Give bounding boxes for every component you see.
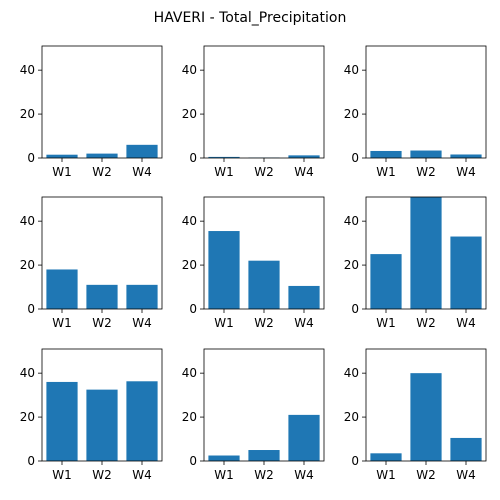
bar bbox=[450, 154, 482, 158]
bar bbox=[288, 155, 320, 158]
panel-1: 0 20 40 W1 W2 W4 bbox=[20, 45, 163, 179]
bar bbox=[248, 450, 280, 461]
x-tick-label: W1 bbox=[52, 316, 72, 330]
bar bbox=[126, 381, 158, 461]
chart-title: HAVERI - Total_Precipitation bbox=[154, 10, 347, 26]
bar bbox=[370, 453, 402, 461]
bar bbox=[46, 154, 78, 158]
bar bbox=[450, 236, 482, 309]
x-tick-label: W1 bbox=[214, 165, 234, 179]
y-tick-label: 40 bbox=[344, 366, 359, 380]
y-tick-label: 20 bbox=[182, 107, 197, 121]
panel-5: 0 20 40 W1 W2 W4 bbox=[182, 196, 325, 330]
y-tick-label: 20 bbox=[344, 410, 359, 424]
bar bbox=[86, 153, 118, 158]
x-tick-label: W4 bbox=[294, 165, 314, 179]
panel-grid: 0 20 40 W1 W2 W4 0 20 40 W1 W2 W4 0 20 40 W1 W2 W4 0 20 40 W1… bbox=[20, 45, 487, 482]
y-tick-label: 0 bbox=[351, 151, 359, 165]
x-tick-label: W2 bbox=[92, 316, 112, 330]
bar bbox=[288, 414, 320, 461]
bar bbox=[46, 269, 78, 309]
y-tick-label: 0 bbox=[189, 454, 197, 468]
x-tick-label: W1 bbox=[376, 468, 396, 482]
x-tick-label: W2 bbox=[92, 165, 112, 179]
y-tick-label: 0 bbox=[27, 151, 35, 165]
y-tick-label: 0 bbox=[351, 302, 359, 316]
y-tick-label: 40 bbox=[182, 63, 197, 77]
panel-4: 0 20 40 W1 W2 W4 bbox=[20, 196, 163, 330]
x-tick-label: W4 bbox=[456, 316, 476, 330]
y-tick-label: 40 bbox=[182, 366, 197, 380]
y-tick-label: 0 bbox=[351, 454, 359, 468]
panel-6: 0 20 40 W1 W2 W4 bbox=[344, 196, 487, 330]
panel-2: 0 20 40 W1 W2 W4 bbox=[182, 45, 325, 179]
panel-8: 0 20 40 W1 W2 W4 bbox=[182, 348, 325, 482]
bar bbox=[208, 455, 240, 461]
y-tick-label: 20 bbox=[20, 258, 35, 272]
y-tick-label: 20 bbox=[20, 410, 35, 424]
x-tick-label: W1 bbox=[376, 316, 396, 330]
x-tick-label: W2 bbox=[254, 468, 274, 482]
panel-7: 0 20 40 W1 W2 W4 bbox=[20, 348, 163, 482]
bar bbox=[208, 231, 240, 309]
bar bbox=[410, 197, 442, 309]
y-tick-label: 20 bbox=[182, 258, 197, 272]
y-tick-label: 40 bbox=[20, 366, 35, 380]
panel-frame bbox=[365, 45, 487, 159]
x-tick-label: W1 bbox=[214, 316, 234, 330]
bar bbox=[86, 389, 118, 461]
y-tick-label: 20 bbox=[344, 107, 359, 121]
panel-frame bbox=[41, 45, 163, 159]
y-tick-label: 20 bbox=[182, 410, 197, 424]
y-tick-label: 40 bbox=[182, 214, 197, 228]
x-tick-label: W1 bbox=[52, 468, 72, 482]
y-tick-label: 0 bbox=[27, 302, 35, 316]
y-tick-label: 0 bbox=[27, 454, 35, 468]
x-tick-label: W1 bbox=[214, 468, 234, 482]
y-tick-label: 20 bbox=[344, 258, 359, 272]
x-tick-label: W2 bbox=[416, 316, 436, 330]
x-tick-label: W4 bbox=[294, 468, 314, 482]
bar bbox=[208, 156, 240, 158]
y-tick-label: 20 bbox=[20, 107, 35, 121]
x-tick-label: W2 bbox=[254, 316, 274, 330]
y-tick-label: 40 bbox=[344, 214, 359, 228]
x-tick-label: W2 bbox=[92, 468, 112, 482]
panel-3: 0 20 40 W1 W2 W4 bbox=[344, 45, 487, 179]
bar bbox=[410, 150, 442, 158]
bar bbox=[370, 150, 402, 158]
x-tick-label: W4 bbox=[132, 468, 152, 482]
bar bbox=[86, 284, 118, 309]
panel-frame bbox=[203, 45, 325, 159]
bar bbox=[370, 254, 402, 309]
x-tick-label: W4 bbox=[456, 165, 476, 179]
x-tick-label: W2 bbox=[416, 165, 436, 179]
y-tick-label: 40 bbox=[344, 63, 359, 77]
y-tick-label: 40 bbox=[20, 63, 35, 77]
x-tick-label: W4 bbox=[456, 468, 476, 482]
x-tick-label: W2 bbox=[416, 468, 436, 482]
bar bbox=[126, 284, 158, 309]
y-tick-label: 0 bbox=[189, 302, 197, 316]
bar bbox=[46, 381, 78, 461]
bar bbox=[450, 437, 482, 461]
x-tick-label: W1 bbox=[376, 165, 396, 179]
y-tick-label: 40 bbox=[20, 214, 35, 228]
bar bbox=[410, 373, 442, 461]
bar bbox=[126, 144, 158, 158]
bar bbox=[248, 260, 280, 309]
x-tick-label: W4 bbox=[132, 165, 152, 179]
bar bbox=[288, 285, 320, 309]
y-tick-label: 0 bbox=[189, 151, 197, 165]
x-tick-label: W4 bbox=[132, 316, 152, 330]
x-tick-label: W4 bbox=[294, 316, 314, 330]
panel-9: 0 20 40 W1 W2 W4 bbox=[344, 348, 487, 482]
x-tick-label: W2 bbox=[254, 165, 274, 179]
x-tick-label: W1 bbox=[52, 165, 72, 179]
